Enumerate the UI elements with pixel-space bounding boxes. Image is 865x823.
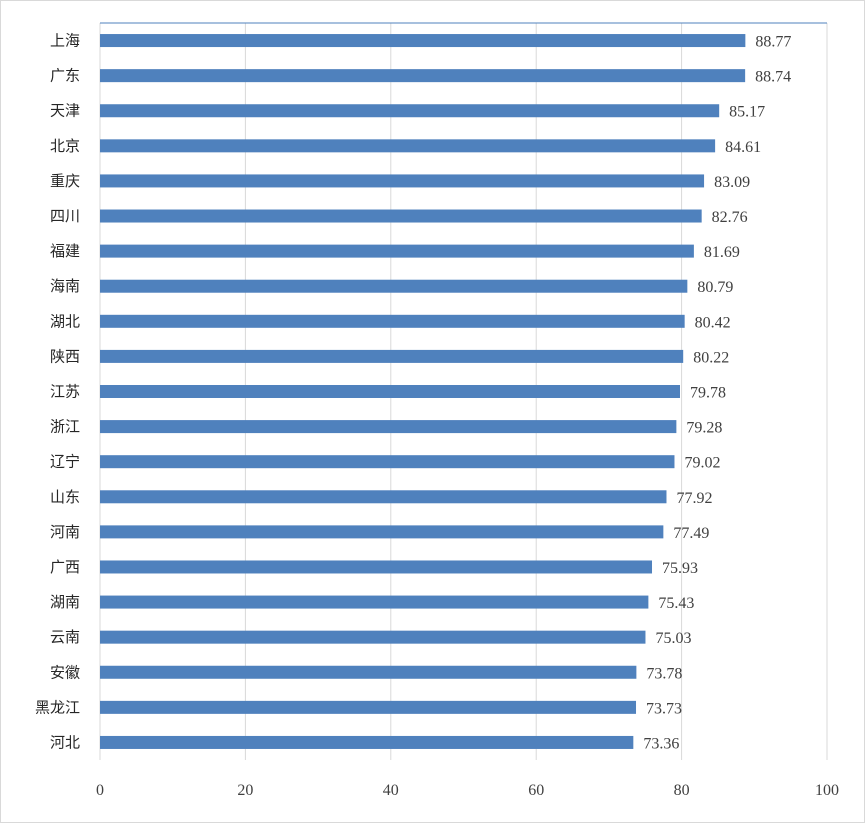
category-label: 云南: [50, 628, 80, 646]
bar: [100, 490, 667, 504]
category-label: 江苏: [50, 383, 80, 401]
category-label: 湖北: [50, 312, 80, 330]
category-label: 浙江: [50, 418, 80, 436]
category-label: 湖南: [50, 593, 80, 611]
bar: [100, 665, 637, 679]
category-label: 河南: [50, 523, 80, 541]
value-labels: 88.77 88.74 85.17 84.61 83.09 82.76 81.69 80.79…: [643, 34, 791, 753]
category-label: 福建: [50, 242, 80, 260]
bar: [100, 455, 675, 469]
bar: [100, 385, 681, 398]
category-label: 广东: [50, 67, 80, 85]
value-label: 77.92: [676, 490, 712, 507]
value-label: 88.77: [755, 34, 791, 51]
category-label: 山东: [50, 488, 80, 506]
value-label: 79.28: [686, 420, 722, 437]
bar: [100, 560, 653, 574]
x-tick-label: 60: [528, 782, 544, 799]
value-label: 80.22: [693, 349, 729, 366]
category-label: 陕西: [50, 347, 80, 365]
value-label: 81.69: [704, 244, 740, 261]
bar: [100, 349, 684, 363]
bar: [100, 174, 705, 188]
category-label: 北京: [50, 137, 80, 155]
value-label: 73.73: [646, 700, 682, 717]
value-label: 73.36: [643, 735, 679, 752]
bar: [100, 139, 716, 153]
category-label: 安徽: [50, 663, 80, 681]
category-label: 黑龙江: [35, 698, 80, 716]
bar: [100, 630, 646, 644]
value-label: 83.09: [714, 174, 750, 191]
bar: [100, 34, 746, 48]
value-label: 79.78: [690, 385, 726, 402]
category-label: 四川: [50, 207, 80, 225]
x-tick-labels: 0 20 40 60 80 100: [96, 782, 839, 799]
bar: [100, 314, 685, 328]
value-label: 75.03: [655, 630, 691, 647]
category-labels: 上海广东天津北京重庆四川福建海南湖北陕西江苏浙江辽宁山东河南广西湖南云南安徽黑龙…: [35, 32, 80, 752]
category-label: 广西: [50, 558, 80, 576]
value-label: 77.49: [673, 525, 709, 542]
category-label: 天津: [50, 102, 80, 120]
value-label: 80.79: [697, 279, 733, 296]
value-label: 80.42: [695, 314, 731, 331]
value-label: 85.17: [729, 104, 765, 121]
bar: [100, 700, 637, 714]
bar: [100, 595, 649, 609]
bar: [100, 279, 688, 293]
value-label: 75.43: [658, 595, 694, 612]
value-label: 84.61: [725, 139, 761, 156]
x-tick-label: 20: [237, 782, 253, 799]
category-label: 重庆: [50, 172, 80, 190]
bars: [100, 34, 746, 749]
bar: [100, 525, 664, 539]
category-label: 海南: [50, 277, 80, 295]
value-label: 73.78: [646, 665, 682, 682]
bar: [100, 104, 720, 118]
x-tick-label: 100: [815, 782, 839, 799]
bar: [100, 69, 746, 83]
bar: [100, 420, 677, 434]
x-tick-label: 80: [674, 782, 690, 799]
category-label: 河北: [50, 733, 80, 751]
bar: [100, 209, 702, 223]
x-tick-label: 40: [383, 782, 399, 799]
value-label: 82.76: [712, 209, 748, 226]
value-label: 88.74: [755, 69, 791, 86]
x-tick-label: 0: [96, 782, 104, 799]
category-label: 上海: [50, 32, 80, 50]
value-label: 79.02: [684, 455, 720, 472]
value-label: 75.93: [662, 560, 698, 577]
category-label: 辽宁: [50, 453, 80, 471]
bar: [100, 735, 634, 749]
bar: [100, 244, 694, 258]
